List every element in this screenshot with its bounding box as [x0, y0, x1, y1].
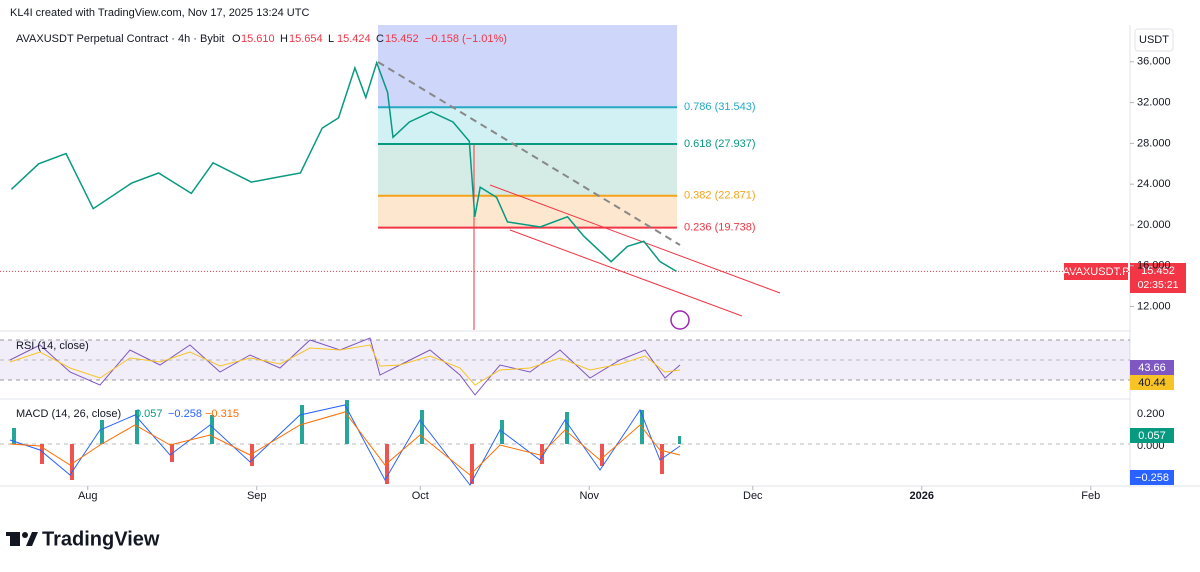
rsi-tag [1130, 360, 1174, 375]
fib-band [378, 107, 677, 145]
ohlc-key: L [328, 33, 334, 45]
credit: KL4I created with TradingView.com, Nov 1… [10, 7, 309, 19]
x-tick-label: Nov [579, 490, 599, 502]
macd-value: 0.057 [135, 408, 163, 420]
macd-line [9, 404, 681, 486]
macd-signal: −0.258 [168, 408, 202, 420]
price-tag [1130, 263, 1186, 293]
ohlc-value: 15.654 [289, 33, 323, 45]
x-tick-label: Sep [247, 490, 267, 502]
ohlc-value: 15.424 [337, 33, 371, 45]
x-tick-label: Feb [1081, 490, 1100, 502]
fib-retracement: 0.786 (31.543) 0.618 (27.937) 0.382 (22.87… [378, 25, 756, 234]
price-tag-value: 15.452 [1141, 265, 1175, 277]
trend-line [377, 61, 681, 246]
ohlc-key: C [376, 33, 384, 45]
fib-band [378, 25, 677, 108]
y-tick-label: 32.000 [1137, 97, 1171, 109]
macd-hist: −0.315 [205, 408, 239, 420]
countdown: 02:35:21 [1138, 279, 1179, 291]
rsi-ma-line [9, 344, 681, 386]
rsi-value: 43.66 [1138, 362, 1166, 374]
channel-line [509, 229, 743, 317]
fib-label: 0.618 (27.937) [684, 138, 756, 150]
y-tick-label: 36.000 [1137, 56, 1171, 68]
symbol-tag-text: AVAXUSDT.P [1063, 266, 1130, 278]
logo-mark [6, 532, 38, 546]
rsi-ma-tag [1130, 375, 1174, 390]
macd-tag-value: 0.057 [1138, 430, 1166, 442]
macd-tick: 0.200 [1137, 408, 1165, 420]
x-tick-label: Dec [743, 490, 763, 502]
channel-line [489, 184, 781, 294]
fib-label: 0.382 (22.871) [684, 190, 756, 202]
change: −0.158 (−1.01%) [425, 33, 507, 45]
fib-label: 0.786 (31.543) [684, 101, 756, 113]
ohlc-value: 15.610 [241, 33, 275, 45]
fib-band [378, 195, 677, 228]
macd-title: MACD (14, 26, close) [16, 408, 121, 420]
y-tick-label: 24.000 [1137, 178, 1171, 190]
y-tick-label: 20.000 [1137, 219, 1171, 231]
x-tick-label: 2026 [910, 490, 934, 502]
rsi-title: RSI (14, close) [16, 340, 89, 352]
x-tick-label: Oct [412, 490, 429, 502]
logo-text: TradingView [42, 528, 160, 550]
y-tick-label: 16.000 [1137, 260, 1171, 272]
ohlc-key: H [280, 33, 288, 45]
fib-label: 0.236 (19.738) [684, 222, 756, 234]
signal-tag [1130, 470, 1174, 485]
y-tick-label: 12.000 [1137, 300, 1171, 312]
rsi-ma-value: 40.44 [1138, 377, 1166, 389]
x-tick-label: Aug [78, 490, 98, 502]
y-tick-label: 28.000 [1137, 137, 1171, 149]
currency-box[interactable] [1134, 28, 1174, 52]
macd-tag [1130, 428, 1174, 443]
price-line [10, 60, 677, 273]
signal-tag-value: −0.258 [1135, 472, 1169, 484]
currency: USDT [1139, 34, 1169, 46]
event-icon[interactable] [670, 310, 690, 330]
signal-line [9, 411, 681, 476]
ohlc-value: 15.452 [385, 33, 419, 45]
symbol: AVAXUSDT Perpetual Contract · 4h · Bybit [16, 33, 224, 45]
ohlc-key: O [232, 33, 241, 45]
ohlc: O 15.610 H 15.654 L 15.424 C 15.452 [232, 33, 419, 45]
